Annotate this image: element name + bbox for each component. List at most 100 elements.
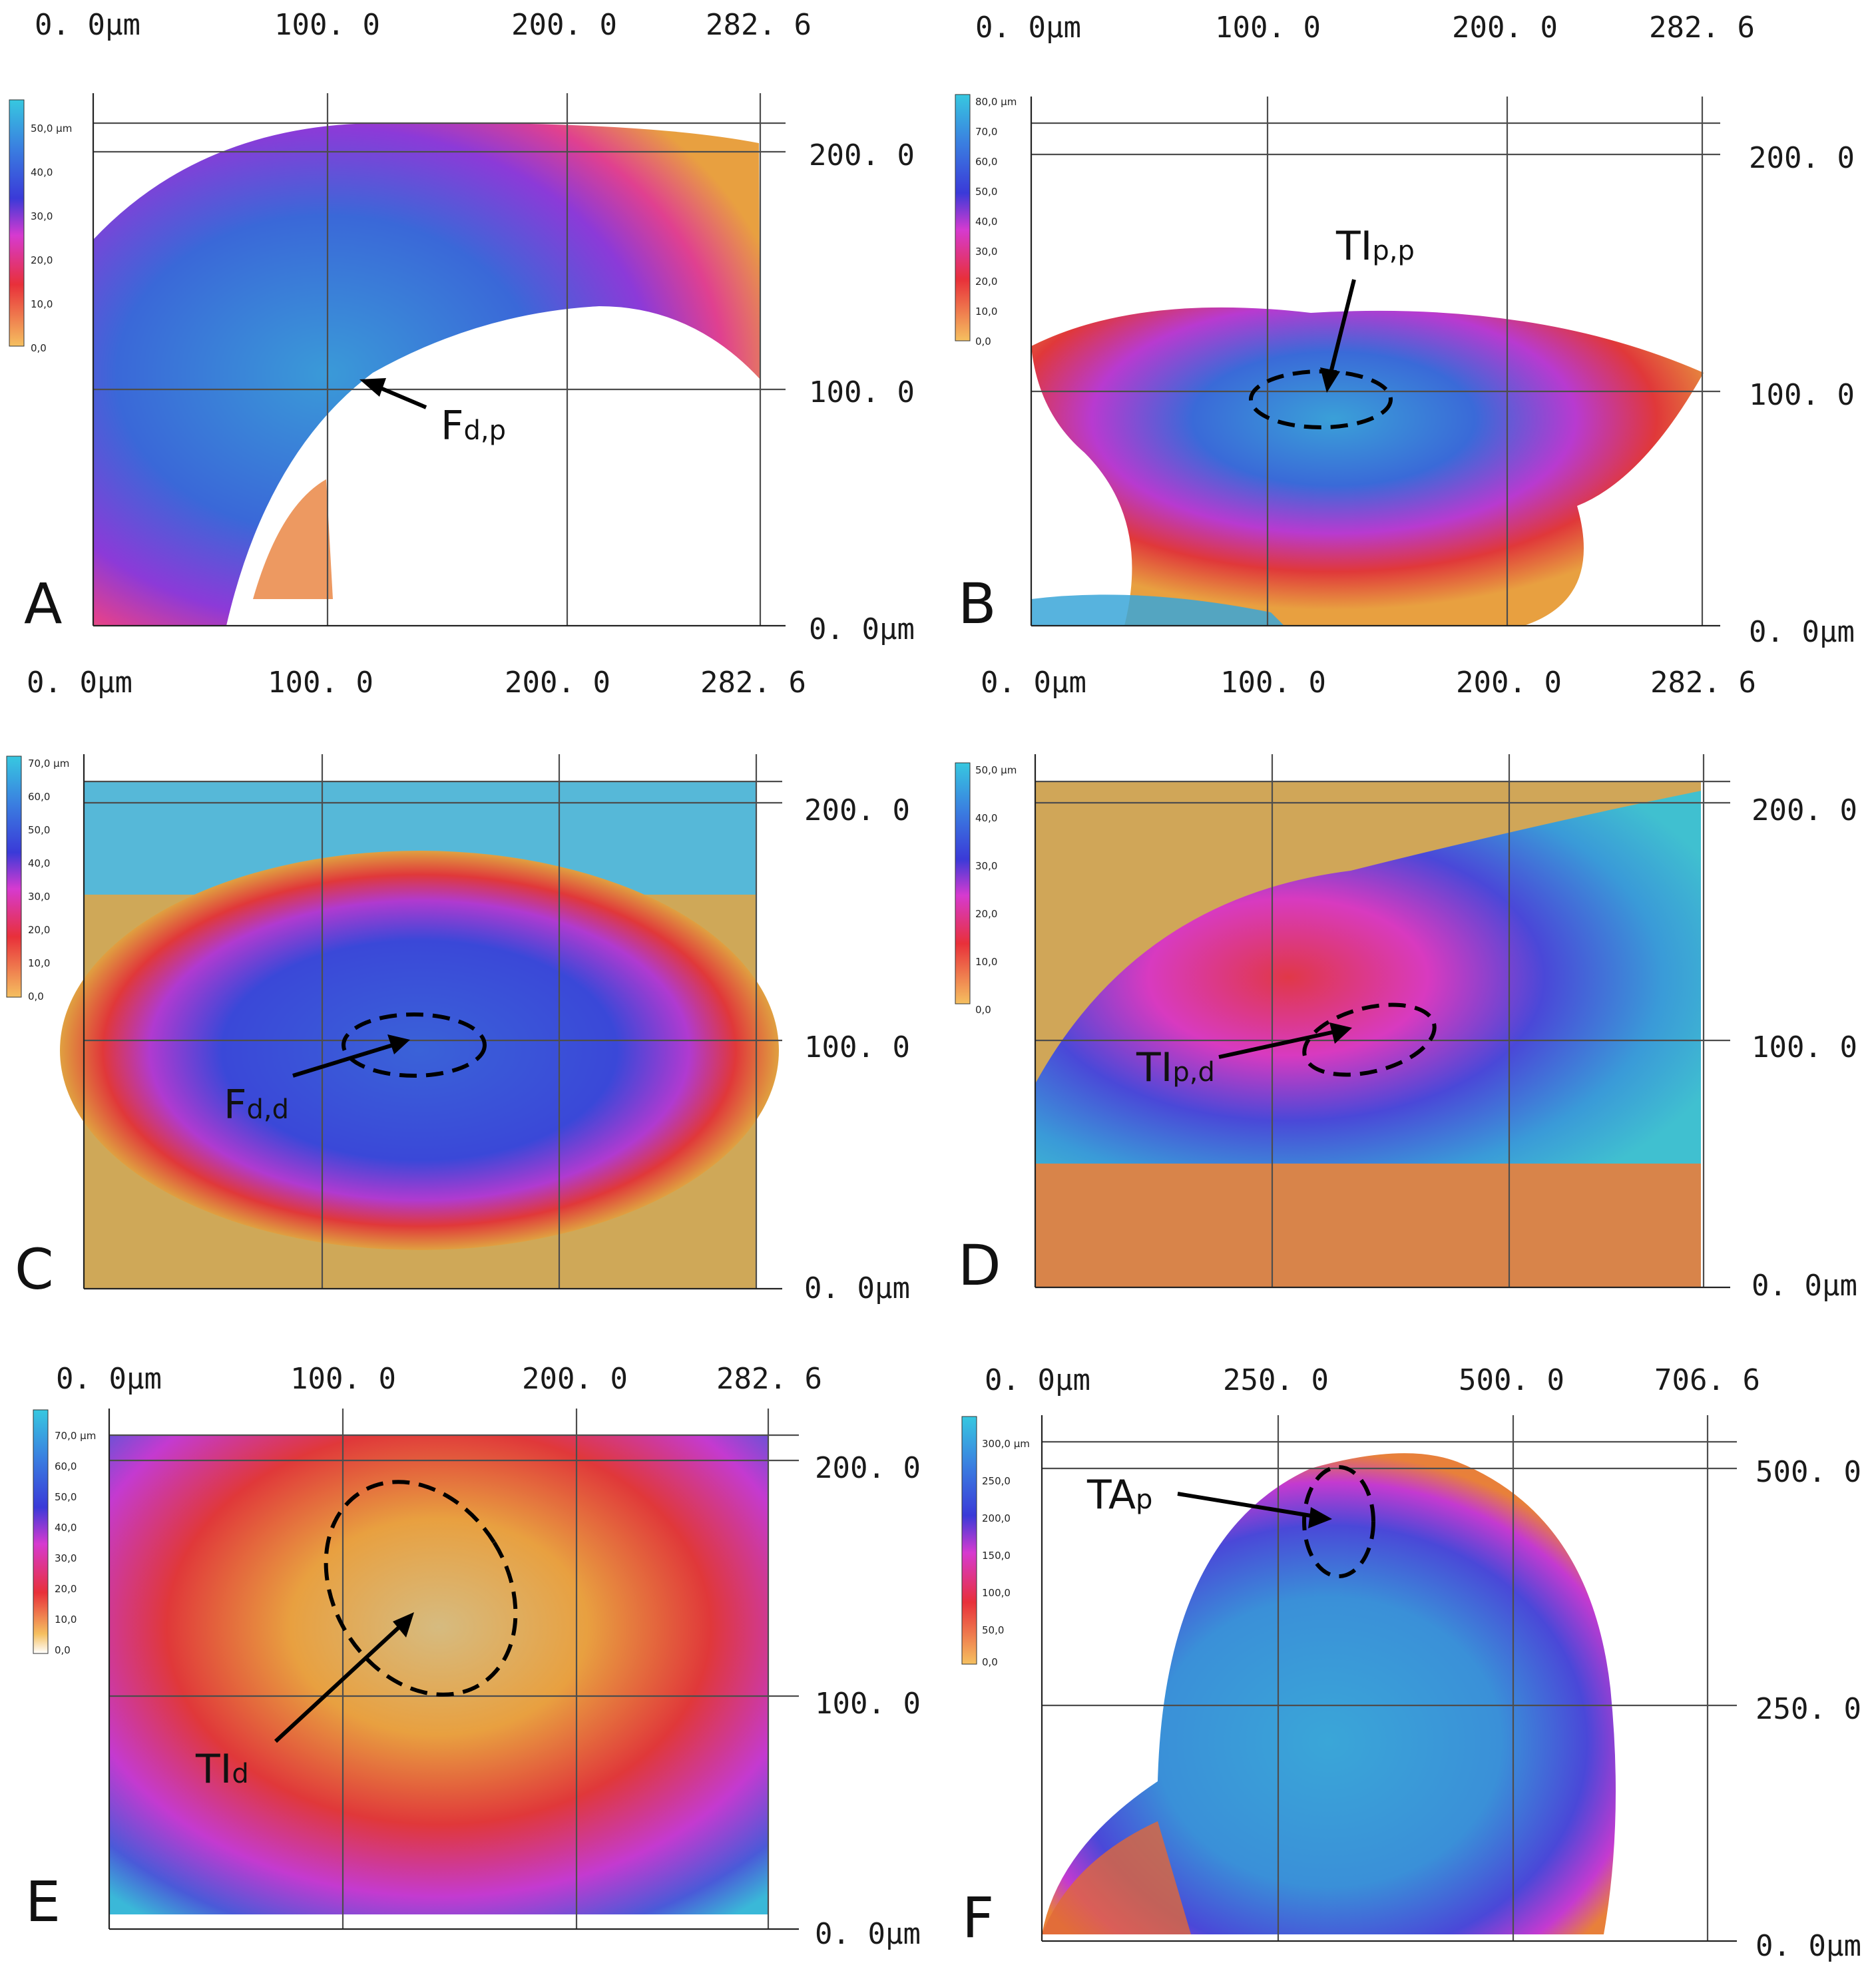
- scale-label-6: 10,0: [28, 957, 50, 969]
- y-tick-0: 200. 0: [1749, 141, 1855, 175]
- x-tick-0: 0. 0µm: [985, 1363, 1090, 1397]
- region-ellipse: [1302, 1465, 1375, 1578]
- annotation-label: TIp,d: [1136, 1044, 1215, 1091]
- x-tick-3: 706. 6: [1654, 1363, 1760, 1397]
- x-tick-1: 100. 0: [290, 1362, 396, 1396]
- x-tick-1: 250. 0: [1223, 1363, 1329, 1397]
- scale-label-1: 40,0: [975, 812, 997, 824]
- x-tick-2: 200. 0: [522, 1362, 628, 1396]
- panel-a: 0. 0µm 100. 0 200. 0 282. 6 200. 0 100. …: [0, 0, 938, 658]
- arrow-icon: [393, 1612, 414, 1638]
- arrow-icon: [359, 378, 386, 397]
- scale-label-6: 10,0: [55, 1614, 77, 1626]
- region-ellipse: [1249, 369, 1393, 429]
- scale-label-5: 0,0: [31, 342, 47, 354]
- y-tick-2: 0. 0µm: [804, 1271, 910, 1305]
- x-tick-3: 282. 6: [716, 1362, 822, 1396]
- x-tick-3: 282. 6: [1650, 666, 1756, 700]
- scale-label-0: 70,0 µm: [55, 1430, 96, 1442]
- scale-label-5: 20,0: [55, 1583, 77, 1595]
- scale-label-4: 100,0: [982, 1587, 1011, 1599]
- x-tick-0: 0. 0µm: [981, 666, 1086, 700]
- y-tick-2: 0. 0µm: [809, 612, 915, 646]
- panel-e: 0. 0µm 100. 0 200. 0 282. 6 200. 0 100. …: [0, 1315, 938, 1973]
- scale-label-5: 30,0: [975, 246, 997, 258]
- panel-b: 0. 0µm 100. 0 200. 0 282. 6 200. 0 100. …: [938, 0, 1876, 658]
- scale-label-1: 250,0: [982, 1475, 1011, 1487]
- panel-letter: D: [958, 1233, 1001, 1298]
- panel-c: 0. 0µm 100. 0 200. 0 282. 6 200. 0 100. …: [0, 658, 938, 1315]
- y-tick-1: 100. 0: [804, 1030, 910, 1064]
- panel-letter: C: [15, 1237, 54, 1302]
- x-tick-1: 100. 0: [268, 666, 373, 700]
- region-ellipse: [324, 1480, 518, 1697]
- scale-label-0: 300,0 µm: [982, 1438, 1030, 1450]
- scale-label-0: 50,0 µm: [31, 122, 72, 134]
- x-tick-1: 100. 0: [1220, 666, 1326, 700]
- annotation-label: TAp: [1086, 1472, 1152, 1518]
- panel-letter: B: [958, 571, 997, 636]
- panel-letter: A: [24, 571, 62, 636]
- color-scale-bar: [955, 94, 971, 341]
- panel-f: 0. 0µm 250. 0 500. 0 706. 6 500. 0 250. …: [938, 1315, 1876, 1973]
- color-scale-bar: [9, 99, 25, 347]
- scale-label-6: 20,0: [975, 276, 997, 288]
- annotation-label: Fd,d: [224, 1082, 289, 1128]
- scale-label-4: 40,0: [975, 216, 997, 228]
- arrow-icon: [1308, 1507, 1332, 1528]
- scale-label-1: 60,0: [55, 1460, 77, 1472]
- y-tick-2: 0. 0µm: [815, 1917, 921, 1951]
- panel-letter: F: [962, 1885, 994, 1950]
- panel-b-graphic: 0. 0µm 100. 0 200. 0 282. 6 200. 0 100. …: [955, 11, 1855, 649]
- x-tick-3: 282. 6: [706, 8, 812, 42]
- scale-label-7: 0,0: [28, 990, 44, 1002]
- x-tick-3: 282. 6: [700, 666, 806, 700]
- x-tick-0: 0. 0µm: [27, 666, 132, 700]
- scale-label-2: 30,0: [975, 860, 997, 872]
- scale-label-0: 70,0 µm: [28, 758, 69, 769]
- scale-label-4: 30,0: [28, 891, 50, 903]
- panel-d: 0. 0µm 100. 0 200. 0 282. 6 200. 0 100. …: [938, 658, 1876, 1315]
- y-tick-0: 200. 0: [804, 793, 910, 827]
- y-tick-2: 0. 0µm: [1756, 1929, 1861, 1963]
- annotation-label: Fd,p: [441, 403, 506, 449]
- x-tick-3: 282. 6: [1649, 11, 1755, 45]
- panel-c-graphic: 0. 0µm 100. 0 200. 0 282. 6 200. 0 100. …: [6, 666, 910, 1305]
- scale-label-2: 60,0: [975, 156, 997, 168]
- panel-letter: E: [25, 1869, 61, 1934]
- y-tick-2: 0. 0µm: [1752, 1269, 1857, 1303]
- y-tick-1: 100. 0: [1752, 1030, 1857, 1064]
- panel-d-graphic: 0. 0µm 100. 0 200. 0 282. 6 200. 0 100. …: [955, 666, 1857, 1303]
- scale-label-0: 80,0 µm: [975, 96, 1017, 108]
- arrow-icon: [1329, 1022, 1352, 1044]
- y-tick-1: 100. 0: [815, 1687, 921, 1721]
- scale-label-2: 30,0: [31, 210, 53, 222]
- scale-label-5: 0,0: [975, 1004, 991, 1016]
- x-tick-1: 100. 0: [274, 8, 380, 42]
- x-tick-2: 500. 0: [1459, 1363, 1564, 1397]
- scale-label-4: 10,0: [975, 956, 997, 968]
- color-scale-bar: [6, 756, 22, 998]
- scale-label-1: 70,0: [975, 126, 997, 138]
- color-scale-bar: [955, 762, 971, 1004]
- scale-label-3: 20,0: [31, 254, 53, 266]
- scale-label-4: 30,0: [55, 1552, 77, 1564]
- scale-label-3: 150,0: [982, 1550, 1011, 1562]
- annotation-label: TId: [195, 1746, 249, 1793]
- scale-label-1: 40,0: [31, 166, 53, 178]
- x-tick-0: 0. 0µm: [56, 1362, 162, 1396]
- arrow-icon: [1320, 367, 1340, 393]
- y-tick-0: 200. 0: [809, 138, 915, 172]
- panel-a-graphic: 0. 0µm 100. 0 200. 0 282. 6 200. 0 100. …: [9, 8, 915, 646]
- region-ellipse: [342, 1012, 487, 1078]
- scale-label-2: 200,0: [982, 1512, 1011, 1524]
- scale-label-5: 20,0: [28, 924, 50, 936]
- color-scale-bar: [961, 1416, 977, 1665]
- x-tick-2: 200. 0: [511, 8, 617, 42]
- y-tick-0: 500. 0: [1756, 1455, 1861, 1489]
- arrow-icon: [387, 1034, 410, 1054]
- annotation-label: TIp,p: [1335, 223, 1415, 270]
- region-ellipse: [1302, 1002, 1437, 1077]
- scale-label-1: 60,0: [28, 791, 50, 803]
- color-scale-bar: [33, 1409, 49, 1654]
